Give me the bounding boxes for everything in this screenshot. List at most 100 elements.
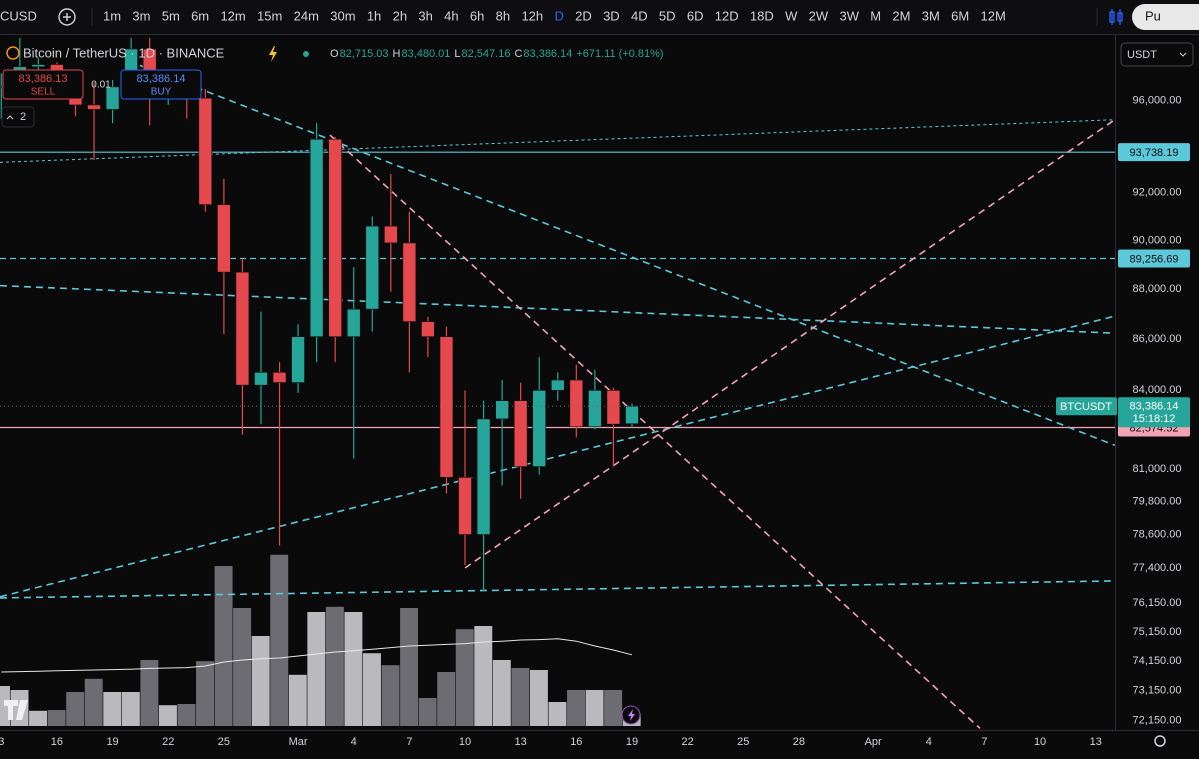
collapse-icon xyxy=(6,115,14,120)
interval-button[interactable]: 6D xyxy=(687,8,704,23)
volume-bar xyxy=(288,674,307,726)
x-tick-label: 16 xyxy=(51,736,63,748)
chart-style-button[interactable] xyxy=(1109,9,1123,25)
countdown-label: 15:18:12 xyxy=(1133,413,1176,425)
interval-button[interactable]: 18D xyxy=(750,8,774,23)
volume-bar xyxy=(344,612,363,726)
publish-button[interactable] xyxy=(1132,4,1199,30)
interval-button[interactable]: W xyxy=(785,8,798,23)
interval-button[interactable]: 4h xyxy=(444,8,458,23)
interval-button[interactable]: 3D xyxy=(603,8,620,23)
interval-button[interactable]: 3m xyxy=(132,8,150,23)
interval-button[interactable]: 1h xyxy=(367,8,381,23)
candle-body xyxy=(31,64,46,68)
plot-area xyxy=(0,38,1115,729)
volume-bar xyxy=(66,692,85,726)
sell-label: SELL xyxy=(31,87,56,98)
interval-button[interactable]: 2h xyxy=(393,8,407,23)
buy-price: 83,386.14 xyxy=(137,73,186,85)
volume-bar xyxy=(158,705,177,726)
volume-bar xyxy=(177,704,196,726)
candle-body xyxy=(365,225,380,310)
candle-body xyxy=(272,371,287,383)
sell-button[interactable] xyxy=(2,69,84,100)
interval-button[interactable]: 12M xyxy=(981,8,1006,23)
add-symbol-button[interactable] xyxy=(58,8,76,26)
interval-button[interactable]: 2M xyxy=(892,8,910,23)
volume-bar xyxy=(140,660,159,726)
volume-bar xyxy=(363,653,381,726)
volume-bar xyxy=(196,661,214,726)
currency-select[interactable] xyxy=(1120,42,1194,67)
interval-button[interactable]: 3M xyxy=(922,8,940,23)
interval-button[interactable]: 6M xyxy=(951,8,969,23)
x-tick-label: 13 xyxy=(515,736,527,748)
interval-button[interactable]: M xyxy=(870,8,881,23)
x-tick-label: 10 xyxy=(459,736,471,748)
y-tick-label: 81,000.00 xyxy=(1133,463,1182,475)
x-tick-label: 22 xyxy=(162,736,174,748)
interval-button[interactable]: D xyxy=(554,8,563,23)
volume-bar xyxy=(474,626,493,726)
interval-button[interactable]: 30m xyxy=(330,8,355,23)
volume-bar xyxy=(270,554,289,726)
volume-bar xyxy=(233,608,252,726)
volume-bar xyxy=(84,678,103,726)
interval-button[interactable]: 4D xyxy=(631,8,648,23)
y-tick-label: 78,600.00 xyxy=(1133,528,1182,540)
trend-line xyxy=(139,64,1115,447)
y-tick-label: 86,000.00 xyxy=(1133,333,1182,345)
x-tick-label: 25 xyxy=(737,736,749,748)
currency-label: USDT xyxy=(1127,49,1157,61)
volume-bar xyxy=(381,665,400,726)
candle-body xyxy=(402,242,417,322)
symbol-tag xyxy=(1056,397,1117,416)
x-tick-label: Mar xyxy=(289,736,308,748)
y-tick-label: 79,800.00 xyxy=(1133,496,1182,508)
interval-button[interactable]: 15m xyxy=(257,8,282,23)
interval-button[interactable]: 3W xyxy=(839,8,859,23)
sell-price: 83,386.13 xyxy=(19,73,68,85)
volume-bar xyxy=(121,692,140,726)
volume-bar xyxy=(103,692,122,726)
candle-body xyxy=(588,390,602,428)
interval-button[interactable]: 6m xyxy=(191,8,209,23)
volume-bar xyxy=(529,670,548,726)
settings-button[interactable] xyxy=(1154,735,1166,747)
interval-button[interactable]: 1m xyxy=(103,8,121,23)
y-tick-label: 75,150.00 xyxy=(1133,626,1182,638)
y-tick-label: 73,150.00 xyxy=(1133,684,1182,696)
price-tag-label: 89,256.69 xyxy=(1130,253,1179,265)
y-tick-label: 92,000.00 xyxy=(1133,187,1182,199)
x-tick-label: 7 xyxy=(981,736,987,748)
interval-button[interactable]: 8h xyxy=(496,8,510,23)
x-tick-label: 16 xyxy=(570,736,582,748)
indicators-count: 2 xyxy=(20,111,26,123)
volume-bar xyxy=(47,710,66,726)
interval-button[interactable]: 12m xyxy=(220,8,245,23)
interval-button[interactable]: 2W xyxy=(809,8,829,23)
candle-body xyxy=(384,225,398,244)
interval-button[interactable]: 6h xyxy=(470,8,484,23)
toolbar xyxy=(0,0,1199,34)
volume-bar xyxy=(325,606,344,726)
indicators-toggle[interactable] xyxy=(1,106,35,128)
candle-body xyxy=(198,97,213,205)
x-tick-label: 7 xyxy=(406,736,412,748)
interval-button[interactable]: 5D xyxy=(659,8,676,23)
symbol-fragment[interactable]: CUSD xyxy=(0,8,37,23)
ohlc-value: 83,386.14 xyxy=(523,48,572,60)
volume-bar xyxy=(511,668,530,726)
interval-button[interactable]: 2D xyxy=(575,8,592,23)
candle-body xyxy=(309,138,324,338)
trend-line xyxy=(0,284,1115,334)
interval-button[interactable]: 12h xyxy=(521,8,543,23)
interval-button[interactable]: 24m xyxy=(294,8,319,23)
interval-button[interactable]: 3h xyxy=(418,8,432,23)
candle-body xyxy=(476,418,491,535)
publish-label: Pu xyxy=(1145,8,1161,23)
interval-button[interactable]: 12D xyxy=(715,8,739,23)
interval-button[interactable]: 5m xyxy=(162,8,180,23)
buy-button[interactable] xyxy=(120,69,202,100)
candle-body xyxy=(346,308,361,338)
